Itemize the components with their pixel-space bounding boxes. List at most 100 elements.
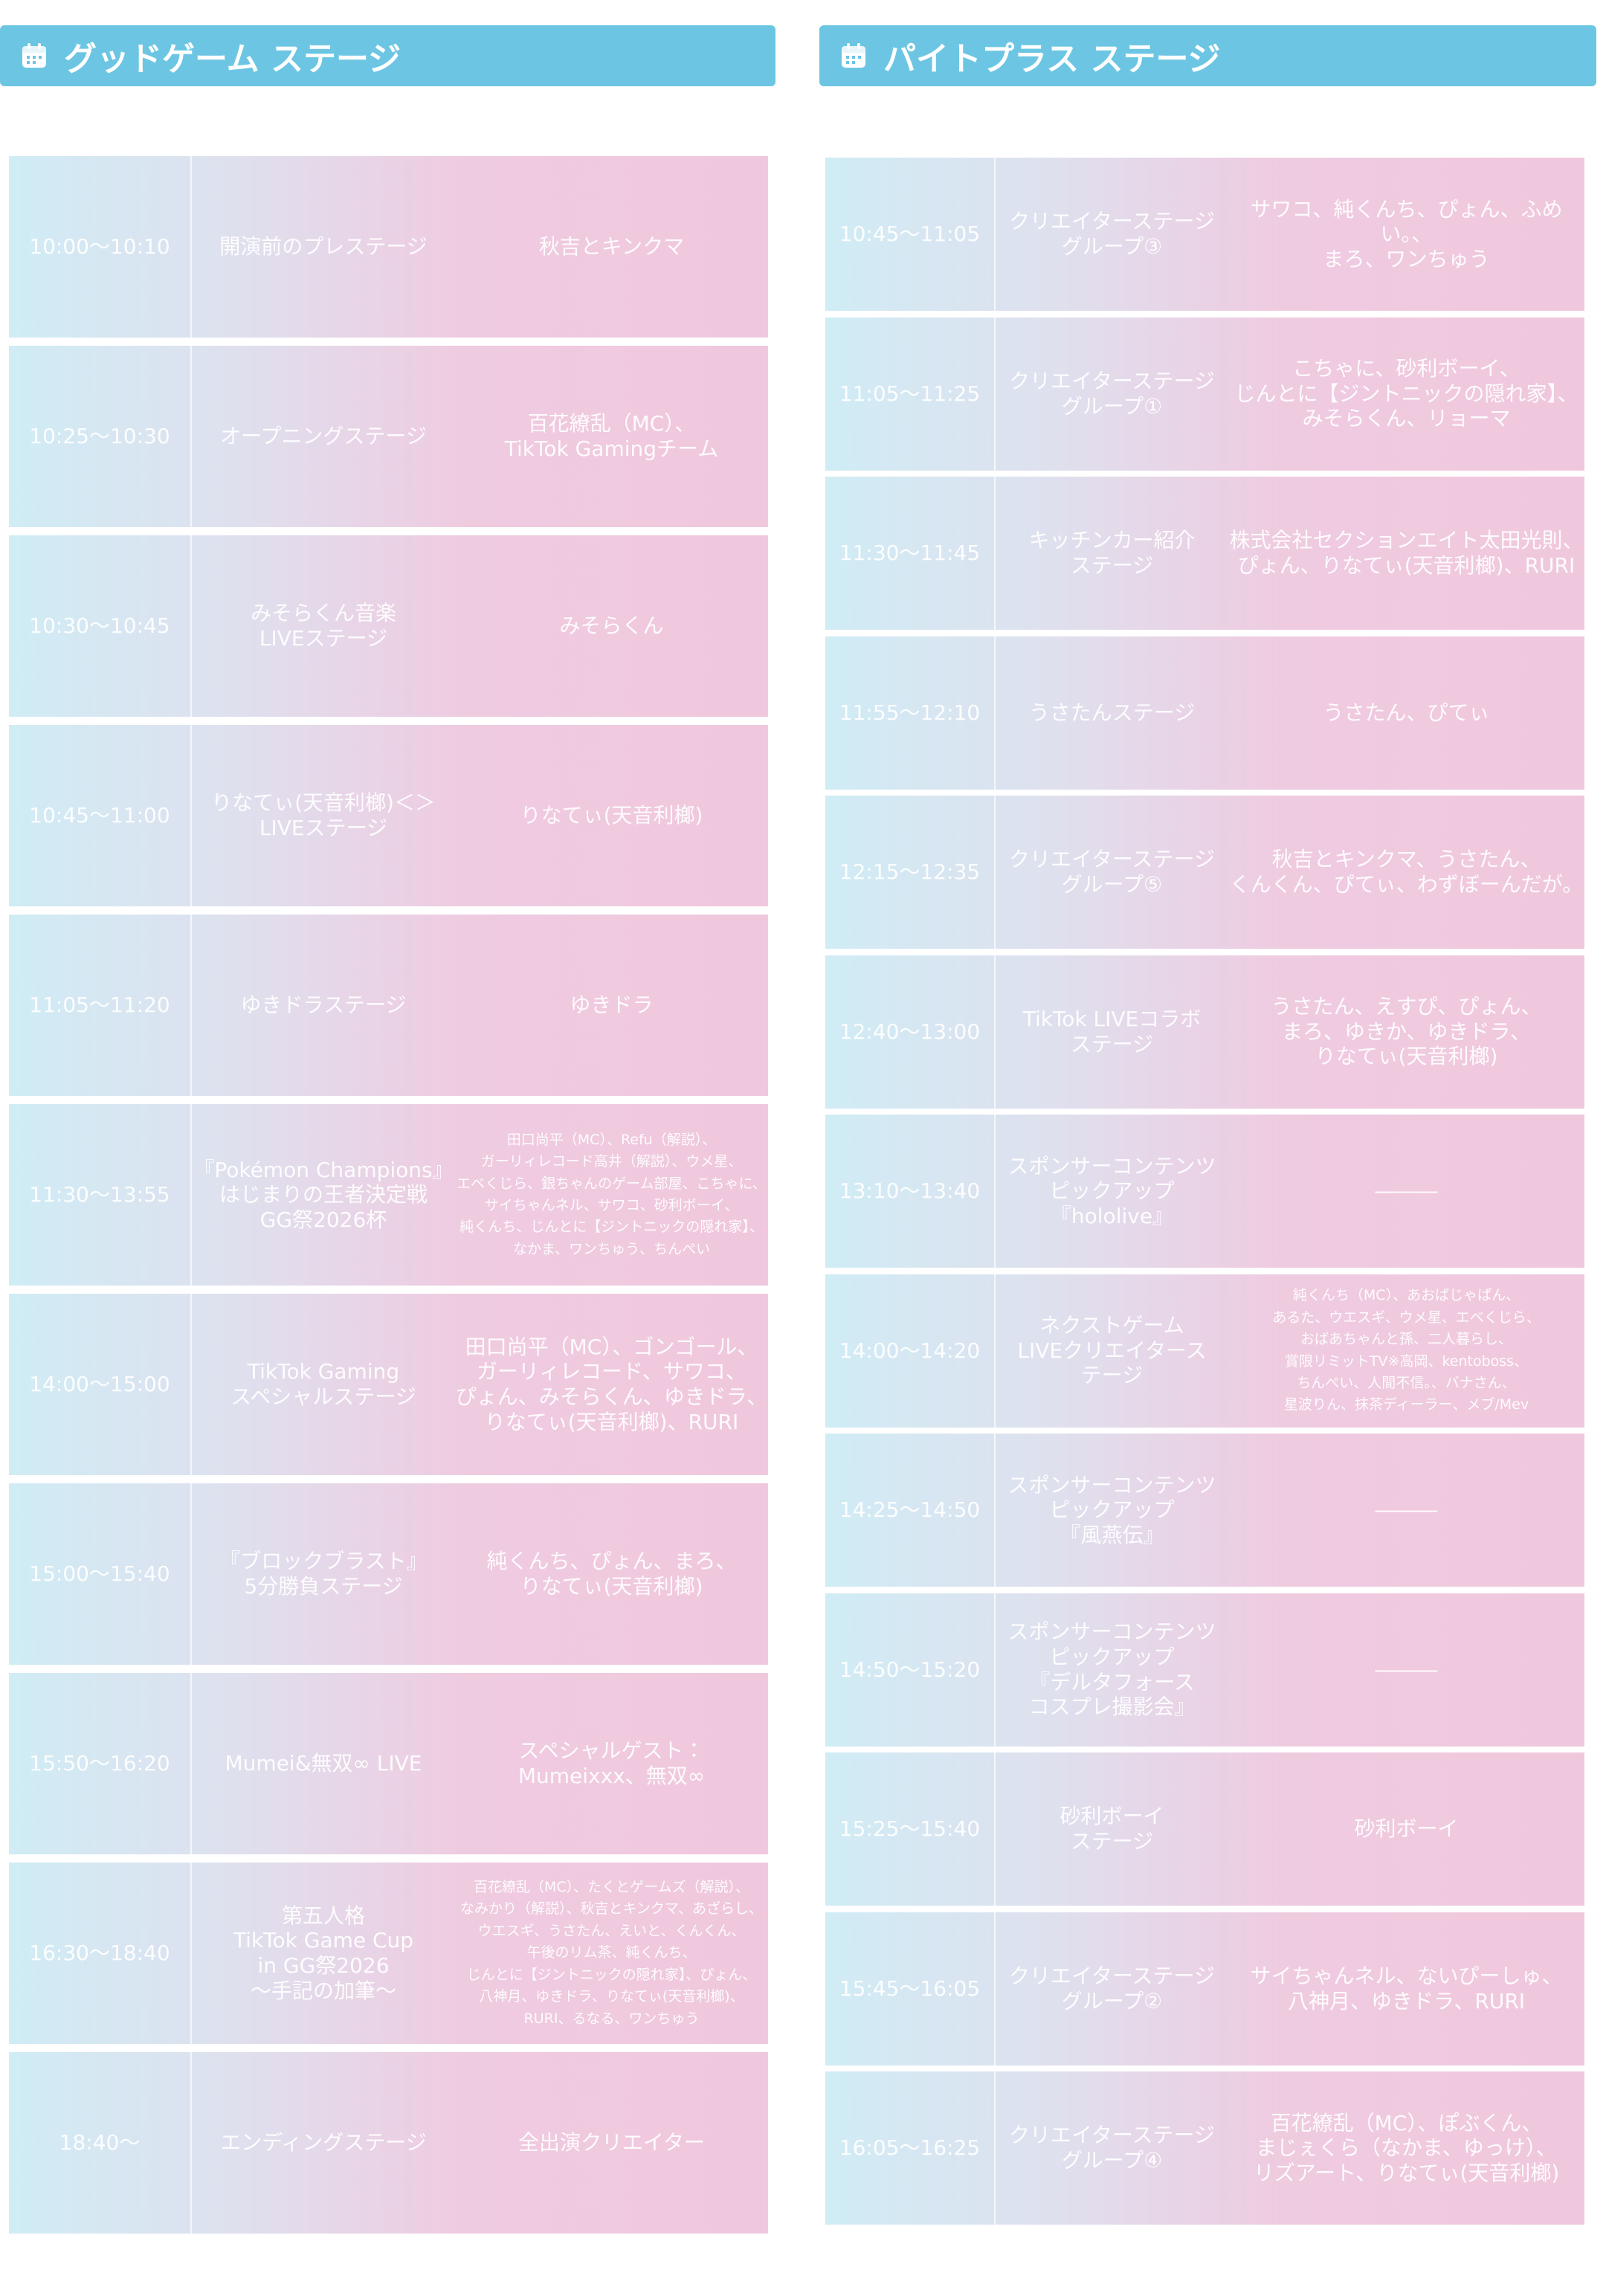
schedule-row: 10:45〜11:00 りなてぃ(天音利榔)＜＞ LIVEステージ りなてぃ(天音利…	[9, 725, 768, 906]
performers: 全出演クリエイター	[518, 2130, 705, 2155]
schedule-row: 14:00〜15:00 TikTok Gaming スペシャルステージ 田口尚平（M…	[9, 1294, 768, 1475]
program: スポンサーコンテンツ ピックアップ 『風燕伝』	[1007, 1472, 1216, 1547]
program: 『Pokémon Champions』 はじまりの王者決定戦 GG祭2026杯	[193, 1157, 454, 1232]
schedule-row: 11:05〜11:20 ゆきドラステージ ゆきドラ	[9, 915, 768, 1096]
performers: ―――	[1375, 1178, 1438, 1204]
performers: うさたん、ぴてぃ	[1323, 700, 1490, 725]
program: Mumei&無双∞ LIVE	[225, 1751, 422, 1776]
schedule-row: 15:00〜15:40 『ブロックブラスト』 5分勝負ステージ 純くんち、ぴょん、ま…	[9, 1483, 768, 1665]
program: りなてぃ(天音利榔)＜＞ LIVEステージ	[211, 790, 436, 840]
time: 14:50〜15:20	[825, 1593, 996, 1747]
program: みそらくん音楽 LIVEステージ	[250, 601, 396, 651]
schedule-row: 14:50〜15:20 スポンサーコンテンツ ピックアップ 『デルタフォース コス…	[825, 1593, 1584, 1747]
time: 11:05〜11:20	[9, 915, 192, 1096]
program: うさたんステージ	[1028, 700, 1196, 725]
program: クリエイターステージ グループ③	[1009, 209, 1215, 259]
performers: みそらくん	[559, 613, 664, 639]
performers: サイちゃんネル、ないぴーしゅ、 八神月、ゆきドラ、RURI	[1250, 1963, 1563, 2013]
schedule-row: 15:25〜15:40 砂利ボーイ ステージ 砂利ボーイ	[825, 1752, 1584, 1906]
time: 10:45〜11:05	[825, 158, 996, 311]
program: ゆきドラステージ	[240, 993, 407, 1018]
time: 16:05〜16:25	[825, 2071, 996, 2225]
time: 15:25〜15:40	[825, 1752, 996, 1906]
performers: こちゃに、砂利ボーイ、 じんとに【ジントニックの隠れ家】、 みそらくん、リョーマ	[1234, 356, 1578, 431]
time: 12:40〜13:00	[825, 955, 996, 1109]
performers: ゆきドラ	[570, 993, 654, 1018]
time: 14:00〜14:20	[825, 1274, 996, 1428]
program: オープニングステージ	[220, 424, 427, 449]
program: クリエイターステージ グループ②	[1009, 1963, 1215, 2013]
schedule-row: 13:10〜13:40 スポンサーコンテンツ ピックアップ 『hololive』 ―…	[825, 1115, 1584, 1268]
time: 11:30〜11:45	[825, 477, 996, 630]
time: 13:10〜13:40	[825, 1115, 996, 1268]
program: TikTok Gaming スペシャルステージ	[230, 1359, 416, 1409]
performers: 純くんち（MC）、あおばじゃぱん、 あるた、ウエスギ、ウメ星、エベくじら、 おば…	[1272, 1287, 1541, 1413]
calendar-icon	[22, 43, 46, 68]
time: 11:05〜11:25	[825, 317, 996, 471]
time: 15:50〜16:20	[9, 1673, 192, 1854]
time: 14:00〜15:00	[9, 1294, 192, 1475]
stage-title: パイトプラス ステージ	[883, 40, 1221, 78]
schedule-row: 15:45〜16:05 クリエイターステージ グループ② サイちゃんネル、ないぴーし…	[825, 1912, 1584, 2066]
schedule-row: 12:40〜13:00 TikTok LIVEコラボ ステージ うさたん、えすぴ、ぴ…	[825, 955, 1584, 1109]
stage-header: パイトプラス ステージ	[819, 25, 1596, 86]
time: 15:00〜15:40	[9, 1483, 192, 1665]
time: 10:25〜10:30	[9, 346, 192, 527]
program: 第五人格 TikTok Game Cup in GG祭2026 〜手記の加筆〜	[233, 1903, 414, 2003]
performers: 秋吉とキンクマ、うさたん、 くんくん、ぴてぃ、わずぼーんだが。	[1229, 847, 1584, 897]
time: 10:00〜10:10	[9, 156, 192, 338]
schedule-row: 12:15〜12:35 クリエイターステージ グループ⑤ 秋吉とキンクマ、うさたん、…	[825, 796, 1584, 949]
schedule-row: 14:25〜14:50 スポンサーコンテンツ ピックアップ 『風燕伝』 ―――	[825, 1434, 1584, 1587]
performers: 純くんち、ぴょん、まろ、 りなてぃ(天音利榔)	[486, 1549, 737, 1599]
time: 16:30〜18:40	[9, 1863, 192, 2044]
schedule-row: 15:50〜16:20 Mumei&無双∞ LIVE スペシャルゲスト： Mumei…	[9, 1673, 768, 1854]
schedule-row: 16:30〜18:40 第五人格 TikTok Game Cup in GG祭20…	[9, 1863, 768, 2044]
performers: 田口尚平（MC）、ゴンゴール、 ガーリィレコード、サワコ、 ぴょん、みそらくん、…	[455, 1334, 768, 1434]
performers: 株式会社セクションエイト太田光則、 ぴょん、りなてぃ(天音利榔)、RURI	[1229, 528, 1584, 578]
program: ネクストゲーム LIVEクリエイタース テージ	[1017, 1313, 1207, 1388]
schedule-row: 11:55〜12:10 うさたんステージ うさたん、ぴてぃ	[825, 636, 1584, 790]
time: 11:30〜13:55	[9, 1104, 192, 1286]
performers: うさたん、えすぴ、ぴょん、 まろ、ゆきか、ゆきドラ、 りなてぃ(天音利榔)	[1271, 994, 1542, 1069]
program: クリエイターステージ グループ⑤	[1009, 847, 1215, 897]
time: 15:45〜16:05	[825, 1912, 996, 2066]
performers: スペシャルゲスト： Mumeixxx、無双∞	[517, 1738, 706, 1788]
schedule-row: 16:05〜16:25 クリエイターステージ グループ④ 百花繚乱（MC）、ぽぶくん…	[825, 2071, 1584, 2225]
time: 18:40〜	[9, 2052, 192, 2234]
program: スポンサーコンテンツ ピックアップ 『hololive』	[1007, 1153, 1216, 1228]
schedule-row: 11:05〜11:25 クリエイターステージ グループ① こちゃに、砂利ボーイ、 じ…	[825, 317, 1584, 471]
program: エンディングステージ	[220, 2130, 427, 2155]
performers: 百花繚乱（MC）、たくとゲームズ（解説）、 なみかり（解説）、秋吉とキンクマ、あ…	[460, 1878, 763, 2027]
performers: 秋吉とキンクマ	[538, 234, 685, 259]
schedule-row: 10:00〜10:10 開演前のプレステージ 秋吉とキンクマ	[9, 156, 768, 338]
program: クリエイターステージ グループ④	[1009, 2123, 1215, 2173]
performers: 百花繚乱（MC）、ぽぶくん、 まじぇくら（なかま、ゆっけ）、 リズアート、りなて…	[1253, 2110, 1560, 2185]
program: 『ブロックブラスト』 5分勝負ステージ	[219, 1549, 428, 1599]
performers: ―――	[1375, 1657, 1438, 1682]
schedule-row: 10:25〜10:30 オープニングステージ 百花繚乱（MC）、 TikTok Ga…	[9, 346, 768, 527]
schedule-row: 18:40〜 エンディングステージ 全出演クリエイター	[9, 2052, 768, 2234]
performers: 百花繚乱（MC）、 TikTok Gamingチーム	[504, 411, 719, 461]
schedule-row: 10:30〜10:45 みそらくん音楽 LIVEステージ みそらくん	[9, 535, 768, 717]
time: 10:45〜11:00	[9, 725, 192, 906]
program: 砂利ボーイ ステージ	[1060, 1804, 1164, 1854]
stage-header: グッドゲーム ステージ	[0, 25, 775, 86]
time: 11:55〜12:10	[825, 636, 996, 790]
performers: 田口尚平（MC）、Refu（解説）、 ガーリィレコード高井（解説）、ウメ星、 エ…	[457, 1131, 767, 1257]
stage-title: グッドゲーム ステージ	[64, 40, 402, 78]
program: クリエイターステージ グループ①	[1009, 368, 1215, 419]
schedule-row: 11:30〜13:55 『Pokémon Champions』 はじまりの王者決定…	[9, 1104, 768, 1286]
performers: サワコ、純くんち、ぴょん、ふめい。、 まろ、ワンちゅう	[1250, 196, 1563, 271]
performers: ―――	[1375, 1497, 1438, 1523]
program: 開演前のプレステージ	[219, 234, 428, 259]
program: TikTok LIVEコラボ ステージ	[1022, 1006, 1202, 1057]
schedule-row: 14:00〜14:20 ネクストゲーム LIVEクリエイタース テージ 純くんち（M…	[825, 1274, 1584, 1428]
time: 12:15〜12:35	[825, 796, 996, 949]
performers: りなてぃ(天音利榔)	[520, 803, 703, 828]
performers: 砂利ボーイ	[1354, 1816, 1459, 1842]
calendar-icon	[842, 43, 865, 68]
program: スポンサーコンテンツ ピックアップ 『デルタフォース コスプレ撮影会』	[1007, 1619, 1216, 1720]
program: キッチンカー紹介 ステージ	[1028, 528, 1196, 578]
schedule-row: 10:45〜11:05 クリエイターステージ グループ③ サワコ、純くんち、ぴょん、…	[825, 158, 1584, 311]
